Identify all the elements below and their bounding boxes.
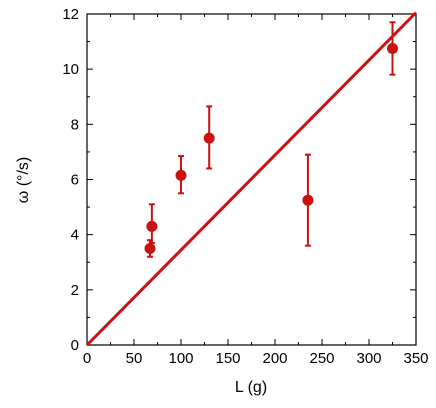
data-point bbox=[302, 194, 314, 206]
data-point bbox=[146, 220, 158, 232]
y-axis-label: ω (°/s) bbox=[15, 157, 32, 203]
x-tick-label: 50 bbox=[126, 350, 143, 367]
x-tick-label: 100 bbox=[168, 350, 193, 367]
x-tick-label: 0 bbox=[83, 350, 91, 367]
y-tick-label: 8 bbox=[71, 116, 79, 133]
y-tick-label: 4 bbox=[71, 227, 79, 244]
data-point bbox=[203, 132, 215, 144]
x-tick-label: 300 bbox=[356, 350, 381, 367]
y-tick-label: 10 bbox=[62, 61, 79, 78]
data-point bbox=[387, 42, 398, 54]
y-tick-label: 6 bbox=[71, 172, 79, 189]
x-tick-label: 250 bbox=[309, 350, 334, 367]
data-point bbox=[144, 242, 156, 254]
x-tick-label: 150 bbox=[215, 350, 240, 367]
x-tick-label: 200 bbox=[262, 350, 287, 367]
data-point bbox=[175, 169, 187, 181]
fit-line bbox=[85, 11, 418, 347]
y-tick-label: 2 bbox=[71, 282, 79, 299]
y-tick-label: 0 bbox=[71, 337, 79, 354]
y-tick-label: 12 bbox=[62, 6, 79, 23]
plot-area: 0 50 100 150 200 250 300 350 0 2 4 6 8 10 12 bbox=[62, 6, 428, 367]
x-axis-label: L (g) bbox=[235, 379, 267, 396]
x-tick-label: 350 bbox=[403, 350, 428, 367]
